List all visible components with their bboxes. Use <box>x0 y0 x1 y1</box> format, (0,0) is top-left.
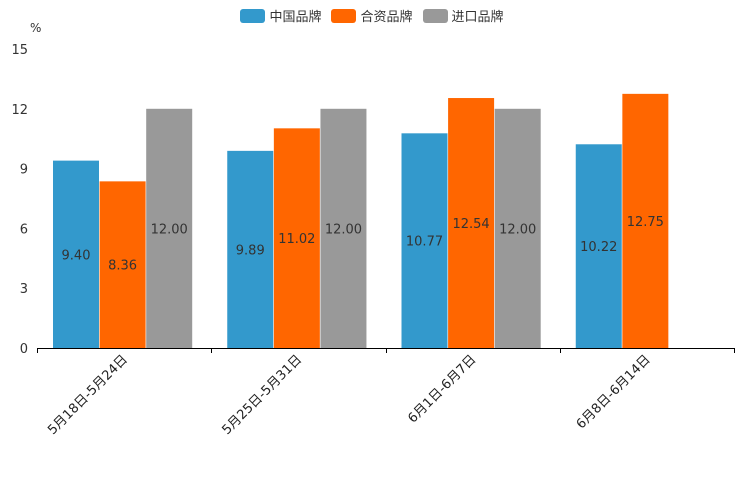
bar-data-label: 9.40 <box>62 248 91 263</box>
legend-label-china: 中国品牌 <box>269 10 322 25</box>
legend-item-china[interactable]: 中国品牌 <box>240 6 321 25</box>
bar[interactable] <box>622 93 669 348</box>
y-tick-label: 15 <box>11 43 28 58</box>
bar-data-label: 11.02 <box>278 232 315 247</box>
bar-data-label: 12.00 <box>325 222 362 237</box>
bar-data-label: 12.00 <box>499 222 536 237</box>
legend-swatch-import <box>422 8 448 23</box>
bar[interactable] <box>53 160 99 348</box>
bar-data-label: 10.22 <box>580 240 617 255</box>
bar-data-label: 8.36 <box>108 259 137 274</box>
bar-data-label: 12.75 <box>627 215 664 230</box>
bar[interactable] <box>448 98 495 348</box>
legend-item-import[interactable]: 进口品牌 <box>422 6 504 25</box>
legend-label-joint: 合资品牌 <box>360 10 413 25</box>
x-tick-label: 5月18日-5月24日 <box>45 352 131 438</box>
legend-item-joint[interactable]: 合资品牌 <box>331 6 413 25</box>
bar-data-label: 9.89 <box>236 243 265 258</box>
bar-data-label: 10.77 <box>406 235 443 250</box>
bar-data-label: 12.54 <box>452 217 489 232</box>
bar[interactable] <box>99 181 146 348</box>
legend: 中国品牌 合资品牌 进口品牌 <box>0 6 744 25</box>
y-tick-label: 3 <box>20 282 28 297</box>
y-tick-label: 0 <box>20 342 28 357</box>
bar[interactable] <box>273 128 320 348</box>
y-tick-label: 6 <box>20 222 28 237</box>
y-tick-label: 12 <box>11 103 28 118</box>
bar[interactable] <box>146 108 193 348</box>
bar[interactable] <box>494 108 541 348</box>
bar[interactable] <box>227 150 274 348</box>
x-tick-label: 6月8日-6月14日 <box>574 352 654 432</box>
bar-data-label: 12.00 <box>151 222 188 237</box>
legend-label-import: 进口品牌 <box>451 10 504 25</box>
bar[interactable] <box>575 144 622 348</box>
legend-swatch-joint <box>331 8 357 23</box>
x-tick-label: 6月1日-6月7日 <box>405 352 479 426</box>
legend-swatch-china <box>240 8 266 23</box>
bar[interactable] <box>320 108 367 348</box>
x-tick-label: 5月25日-5月31日 <box>219 352 305 438</box>
y-tick-label: 9 <box>20 163 28 178</box>
bar[interactable] <box>401 133 448 348</box>
y-axis-unit: % <box>30 21 42 35</box>
